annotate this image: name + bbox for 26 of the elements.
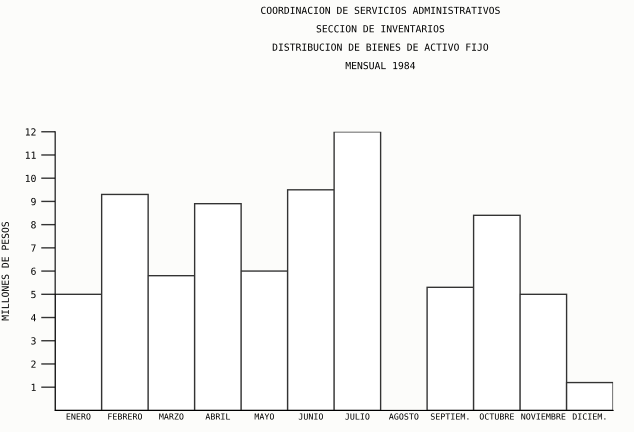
- y-axis-title: MILLONES DE PESOS: [2, 222, 9, 320]
- y-tick-label: 12: [26, 128, 36, 136]
- x-tick-label: AGOSTO: [388, 413, 418, 420]
- x-tick-label: MAYO: [254, 413, 274, 420]
- x-tick-label: MARZO: [159, 413, 184, 420]
- y-tick-label: 11: [26, 152, 36, 159]
- x-tick-label: JUNIO: [298, 413, 323, 420]
- x-tick-label: ABRIL: [205, 413, 230, 420]
- y-tick-label: 6: [31, 268, 36, 275]
- y-tick-label: 3: [31, 337, 36, 345]
- x-tick-label: DICIEM.: [572, 413, 606, 420]
- x-tick-label: JULIO: [345, 413, 370, 420]
- x-tick-label: NOVIEMBRE: [521, 413, 566, 420]
- y-tick-label: 2: [31, 360, 36, 368]
- x-tick-label: SEPTIEM.: [430, 413, 468, 420]
- x-tick-label: FEBRERO: [108, 413, 142, 420]
- y-tick-label: 4: [31, 314, 36, 322]
- chart-title: COORDINACION DE SERVICIOS ADMINISTRATIVOS SECCION DE INVENTARIOS DISTRIBUCION DE BIENES DE ACTIVO FIJO MENSUAL 1984: [261, 6, 500, 70]
- x-tick-label: OCTUBRE: [480, 413, 514, 420]
- y-tick-label: 1: [32, 384, 36, 391]
- y-tick-label: 9: [31, 198, 36, 206]
- y-tick-label: 5: [31, 290, 36, 298]
- y-tick-label: 10: [26, 174, 36, 182]
- y-tick-label: 7: [31, 244, 36, 252]
- x-tick-label: ENERO: [66, 413, 90, 420]
- y-tick-label: 8: [31, 221, 36, 228]
